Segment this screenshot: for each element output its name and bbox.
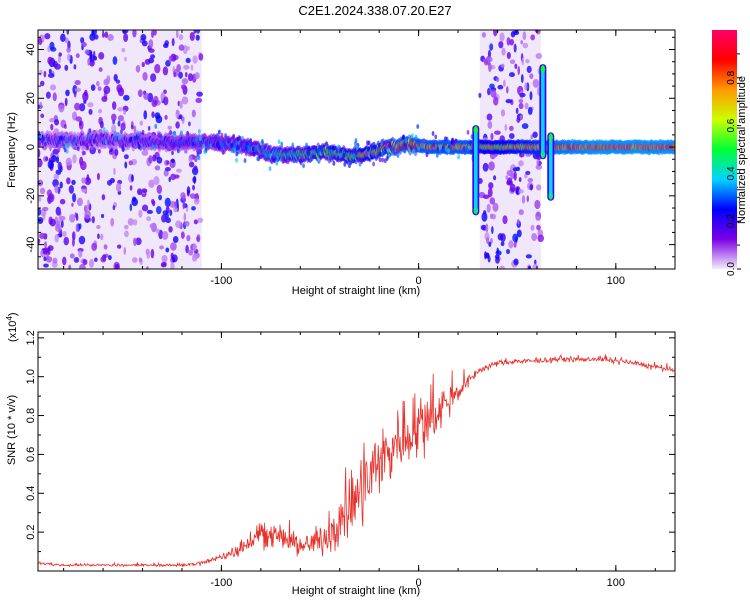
spike-2 [547,132,555,201]
snr-panel: -100 0 100 0.2 0.4 0.6 0.8 1.0 1.2 Height of str… [5,312,676,597]
noise-speckles-1 [477,30,544,269]
snr-y-tick-label: 0.8 [25,408,37,423]
spectrogram-y-tick-label: 20 [25,92,37,104]
colorbar-label: Normalized spectral amplitude [736,76,748,224]
colorbar: 0.0 0.2 0.4 0.6 0.8 Normalized spectral ampl… [712,30,748,276]
colorbar-tick-label: 0.6 [726,118,737,132]
spectrogram-frame [37,29,676,270]
spectrogram-y-axis-label: Frequency (Hz) [6,112,18,188]
snr-y-tick-label: 0.6 [25,447,37,462]
snr-y-tick-label: 1.2 [25,330,37,345]
snr-x-tick-label: 0 [416,577,422,589]
colorbar-tick-label: 0.4 [726,166,737,180]
frequency-ridge [38,119,675,172]
spectrogram-y-tick-label: 0 [25,144,37,150]
spectrogram-content [38,30,675,269]
snr-y-tick-label: 1.0 [25,369,37,384]
snr-content [38,353,675,568]
snr-frame [37,331,676,572]
colorbar-tick-label: 0.2 [726,214,737,228]
spectrogram-panel: -100 0 100 40 20 0 -20 -40 Height of straight l… [6,29,676,297]
spectrogram-y-tick-label: -20 [25,188,37,204]
snr-x-axis-label: Height of straight line (km) [292,585,420,597]
figure-title: C2E1.2024.338.07.20.E27 [298,3,451,18]
spectrogram-x-axis-label: Height of straight line (km) [292,285,420,297]
snr-x-tick-label: -100 [210,577,232,589]
snr-y-tick-label: 0.4 [25,486,37,501]
spectrogram-x-tick-label: 100 [607,275,625,287]
colorbar-ticks: 0.0 0.2 0.4 0.6 0.8 [726,53,741,276]
spectrogram-y-tick-label: -40 [25,237,37,253]
spike-1 [539,64,547,160]
colorbar-gradient [712,30,737,269]
noise-speckles-0 [38,30,204,269]
snr-series-line [38,353,675,568]
spectrogram-x-tick-label: 0 [416,275,422,287]
spectrogram-x-tick-label: -100 [210,275,232,287]
colorbar-tick-label: 0.8 [726,70,737,84]
snr-y-tick-label: 0.2 [25,524,37,539]
spike-0 [472,125,480,216]
snr-ticks: -100 0 100 0.2 0.4 0.6 0.8 1.0 1.2 [25,330,675,589]
snr-x-tick-label: 100 [607,577,625,589]
colorbar-tick-label: 0.0 [726,262,737,276]
spectrogram-ticks: -100 0 100 40 20 0 -20 -40 [25,30,675,287]
snr-y-axis-label: SNR (10 * v/v) [6,395,18,465]
snr-scale-factor: (x104) [5,312,19,342]
spectrogram-y-tick-label: 40 [25,43,37,55]
